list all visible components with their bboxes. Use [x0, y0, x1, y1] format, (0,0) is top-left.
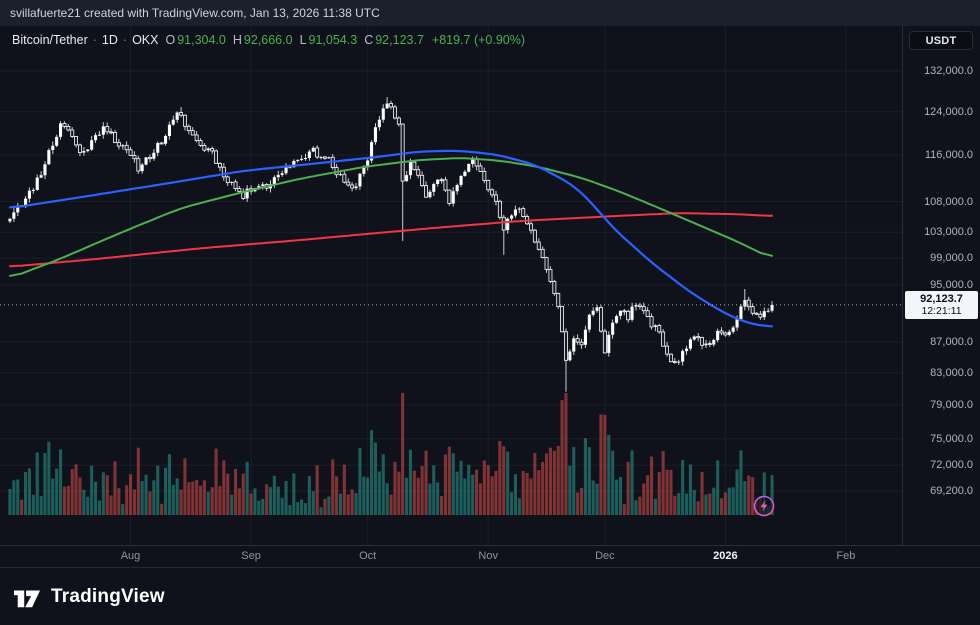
exchange-label[interactable]: OKX: [132, 33, 159, 47]
candlestick-chart[interactable]: [0, 26, 902, 545]
interval-label[interactable]: 1D: [101, 33, 118, 47]
price-axis[interactable]: USDT 132,000.0 124,000.0 116,000.0 108,000.…: [902, 26, 980, 545]
brand-wordmark: TradingView: [51, 585, 165, 607]
close-value: 92,123.7: [375, 33, 424, 47]
high-value: 92,666.0: [243, 33, 293, 47]
price-axis-label: 116,000.0: [924, 149, 973, 161]
time-axis-label: 2026: [713, 550, 738, 562]
price-axis-label: 75,000.0: [930, 432, 973, 445]
legend-separator: ·: [122, 33, 128, 47]
tradingview-mark-icon: [14, 590, 40, 607]
time-axis-label: Oct: [359, 550, 377, 562]
attribution-bar: svillafuerte21 created with TradingView.…: [0, 0, 980, 26]
chart-legend[interactable]: Bitcoin/Tether · 1D · OKX O 91,304.0 H 92,…: [12, 33, 525, 47]
price-axis-label: 132,000.0: [924, 65, 973, 77]
low-value: 91,054.3: [308, 33, 358, 47]
symbol-name[interactable]: Bitcoin/Tether: [12, 33, 88, 47]
attribution-text: svillafuerte21 created with TradingView.…: [10, 6, 380, 20]
open-value: 91,304.0: [177, 33, 226, 47]
price-axis-label: 95,000.0: [930, 278, 973, 291]
last-price-value: 92,123.7: [920, 292, 963, 305]
tradingview-logo[interactable]: TradingView: [12, 584, 165, 610]
price-axis-label: 108,000.0: [924, 195, 973, 208]
chart-canvas[interactable]: Bitcoin/Tether · 1D · OKX O 91,304.0 H 92,…: [0, 26, 902, 545]
sparkle-boost-icon: [753, 495, 775, 517]
footer: TradingView: [0, 567, 980, 625]
chart-shell: Bitcoin/Tether · 1D · OKX O 91,304.0 H 92,…: [0, 26, 980, 545]
close-label: C: [364, 33, 374, 47]
countdown-timer: 12:21:11: [921, 304, 962, 317]
price-axis-label: 103,000.0: [924, 226, 973, 239]
time-axis-label: Sep: [241, 550, 261, 562]
price-axis-label: 87,000.0: [930, 336, 973, 349]
price-axis-label: 79,000.0: [930, 398, 973, 411]
price-axis-label: 99,000.0: [930, 252, 973, 265]
price-axis-label: 69,200.0: [930, 485, 973, 497]
open-label: O: [165, 33, 176, 47]
last-price-label: 92,123.7 12:21:11: [905, 290, 978, 319]
low-label: L: [299, 33, 307, 47]
price-axis-label: 83,000.0: [930, 366, 973, 379]
high-label: H: [232, 33, 242, 47]
price-axis-label: 72,000.0: [930, 459, 973, 472]
time-axis[interactable]: Aug Sep Oct Nov Dec 2026 Feb: [0, 545, 980, 567]
change-text: +819.7 (+0.90%): [431, 33, 526, 47]
time-axis-label: Dec: [595, 550, 615, 562]
boost-button[interactable]: [752, 494, 776, 518]
time-axis-label: Aug: [120, 550, 141, 562]
price-axis-label: 124,000.0: [924, 105, 973, 118]
time-axis-label: Feb: [836, 550, 856, 562]
currency-toggle-button[interactable]: USDT: [909, 31, 973, 50]
time-axis-label: Nov: [478, 550, 498, 562]
legend-separator: ·: [92, 33, 97, 47]
